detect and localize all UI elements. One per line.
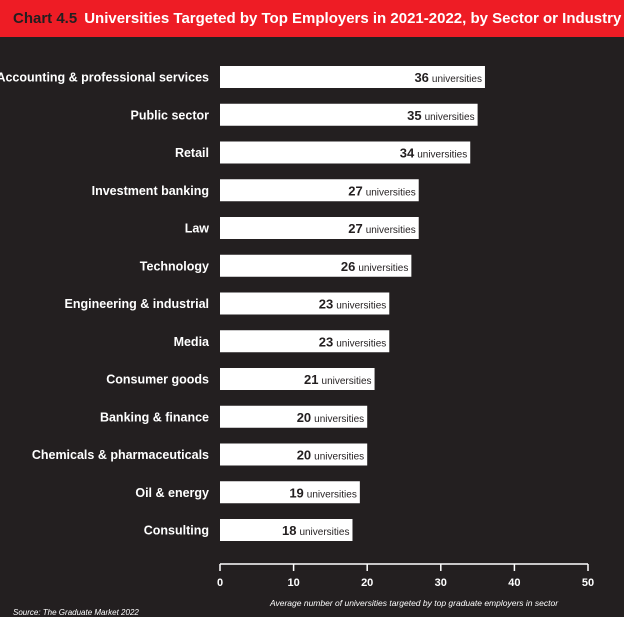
category-label: Retail bbox=[175, 146, 209, 160]
data-label-unit: universities bbox=[314, 452, 364, 463]
data-label-unit: universities bbox=[299, 527, 349, 538]
bar bbox=[220, 519, 353, 541]
title-bar: Chart 4.5 Universities Targeted by Top E… bbox=[0, 0, 624, 37]
category-label: Engineering & industrial bbox=[65, 297, 209, 311]
category-label: Consulting bbox=[144, 524, 209, 538]
data-label-unit: universities bbox=[314, 414, 364, 425]
data-label: 20 universities bbox=[297, 410, 365, 425]
data-label-unit: universities bbox=[336, 301, 386, 312]
bar bbox=[220, 141, 471, 164]
category-label: Oil & energy bbox=[135, 486, 209, 500]
category-label: Investment banking bbox=[92, 184, 209, 198]
chart-title: Universities Targeted by Top Employers i… bbox=[84, 10, 622, 27]
x-tick-label: 50 bbox=[582, 577, 594, 589]
x-tick-label: 30 bbox=[435, 577, 447, 589]
data-label-unit: universities bbox=[417, 150, 467, 161]
x-axis-label: Average number of universities targeted … bbox=[269, 598, 559, 608]
data-label-value: 23 bbox=[319, 334, 333, 349]
data-label: 23 universities bbox=[319, 334, 387, 349]
category-label: Chemicals & pharmaceuticals bbox=[32, 448, 209, 462]
bar bbox=[220, 405, 368, 428]
bar bbox=[220, 292, 390, 315]
data-label: 21 universities bbox=[304, 372, 372, 387]
data-label: 27 universities bbox=[348, 183, 416, 198]
data-label-value: 27 bbox=[348, 183, 362, 198]
data-label: 26 universities bbox=[341, 259, 409, 274]
bar bbox=[220, 103, 478, 126]
category-label: Consumer goods bbox=[106, 373, 209, 387]
data-label-value: 20 bbox=[297, 410, 311, 425]
bar bbox=[220, 66, 485, 88]
data-label: 23 universities bbox=[319, 297, 387, 312]
data-label-unit: universities bbox=[358, 263, 408, 274]
data-label-value: 35 bbox=[407, 108, 421, 123]
x-tick-label: 10 bbox=[287, 577, 299, 589]
data-label-unit: universities bbox=[432, 74, 482, 85]
data-label-value: 27 bbox=[348, 221, 362, 236]
x-tick-label: 0 bbox=[217, 577, 223, 589]
data-label: 27 universities bbox=[348, 221, 416, 236]
data-label-value: 21 bbox=[304, 372, 318, 387]
bar bbox=[220, 481, 360, 504]
category-label: Banking & finance bbox=[100, 410, 209, 424]
data-label-value: 19 bbox=[289, 485, 303, 500]
data-label-unit: universities bbox=[322, 376, 372, 387]
data-label: 36 universities bbox=[414, 70, 482, 85]
data-label: 35 universities bbox=[407, 108, 475, 123]
category-label: Technology bbox=[140, 259, 209, 273]
x-tick-label: 20 bbox=[361, 577, 373, 589]
data-label-value: 20 bbox=[297, 448, 311, 463]
data-label-value: 36 bbox=[414, 70, 428, 85]
bar-chart: Accounting & professional services 36 univ… bbox=[0, 66, 594, 608]
x-tick-label: 40 bbox=[508, 577, 520, 589]
category-label: Accounting & professional services bbox=[0, 71, 209, 85]
source-note: Source: The Graduate Market 2022 bbox=[13, 608, 139, 617]
data-label: 34 universities bbox=[400, 146, 468, 161]
data-label-value: 26 bbox=[341, 259, 355, 274]
data-label: 20 universities bbox=[297, 448, 365, 463]
data-label-value: 18 bbox=[282, 523, 296, 538]
bar bbox=[220, 179, 419, 202]
data-label: 19 universities bbox=[289, 485, 357, 500]
data-label-unit: universities bbox=[366, 187, 416, 198]
bar bbox=[220, 443, 368, 466]
category-label: Public sector bbox=[131, 108, 210, 122]
data-label-value: 23 bbox=[319, 297, 333, 312]
data-label-unit: universities bbox=[425, 112, 475, 123]
category-label: Media bbox=[174, 335, 210, 349]
data-label: 18 universities bbox=[282, 523, 350, 538]
data-label-unit: universities bbox=[366, 225, 416, 236]
data-label-unit: universities bbox=[336, 338, 386, 349]
chart-number: Chart 4.5 bbox=[13, 10, 78, 27]
bar bbox=[220, 217, 419, 239]
bar bbox=[220, 330, 390, 353]
category-label: Law bbox=[185, 222, 210, 236]
bar bbox=[220, 368, 375, 390]
data-label-unit: universities bbox=[307, 489, 357, 500]
bar bbox=[220, 254, 412, 277]
data-label-value: 34 bbox=[400, 146, 415, 161]
